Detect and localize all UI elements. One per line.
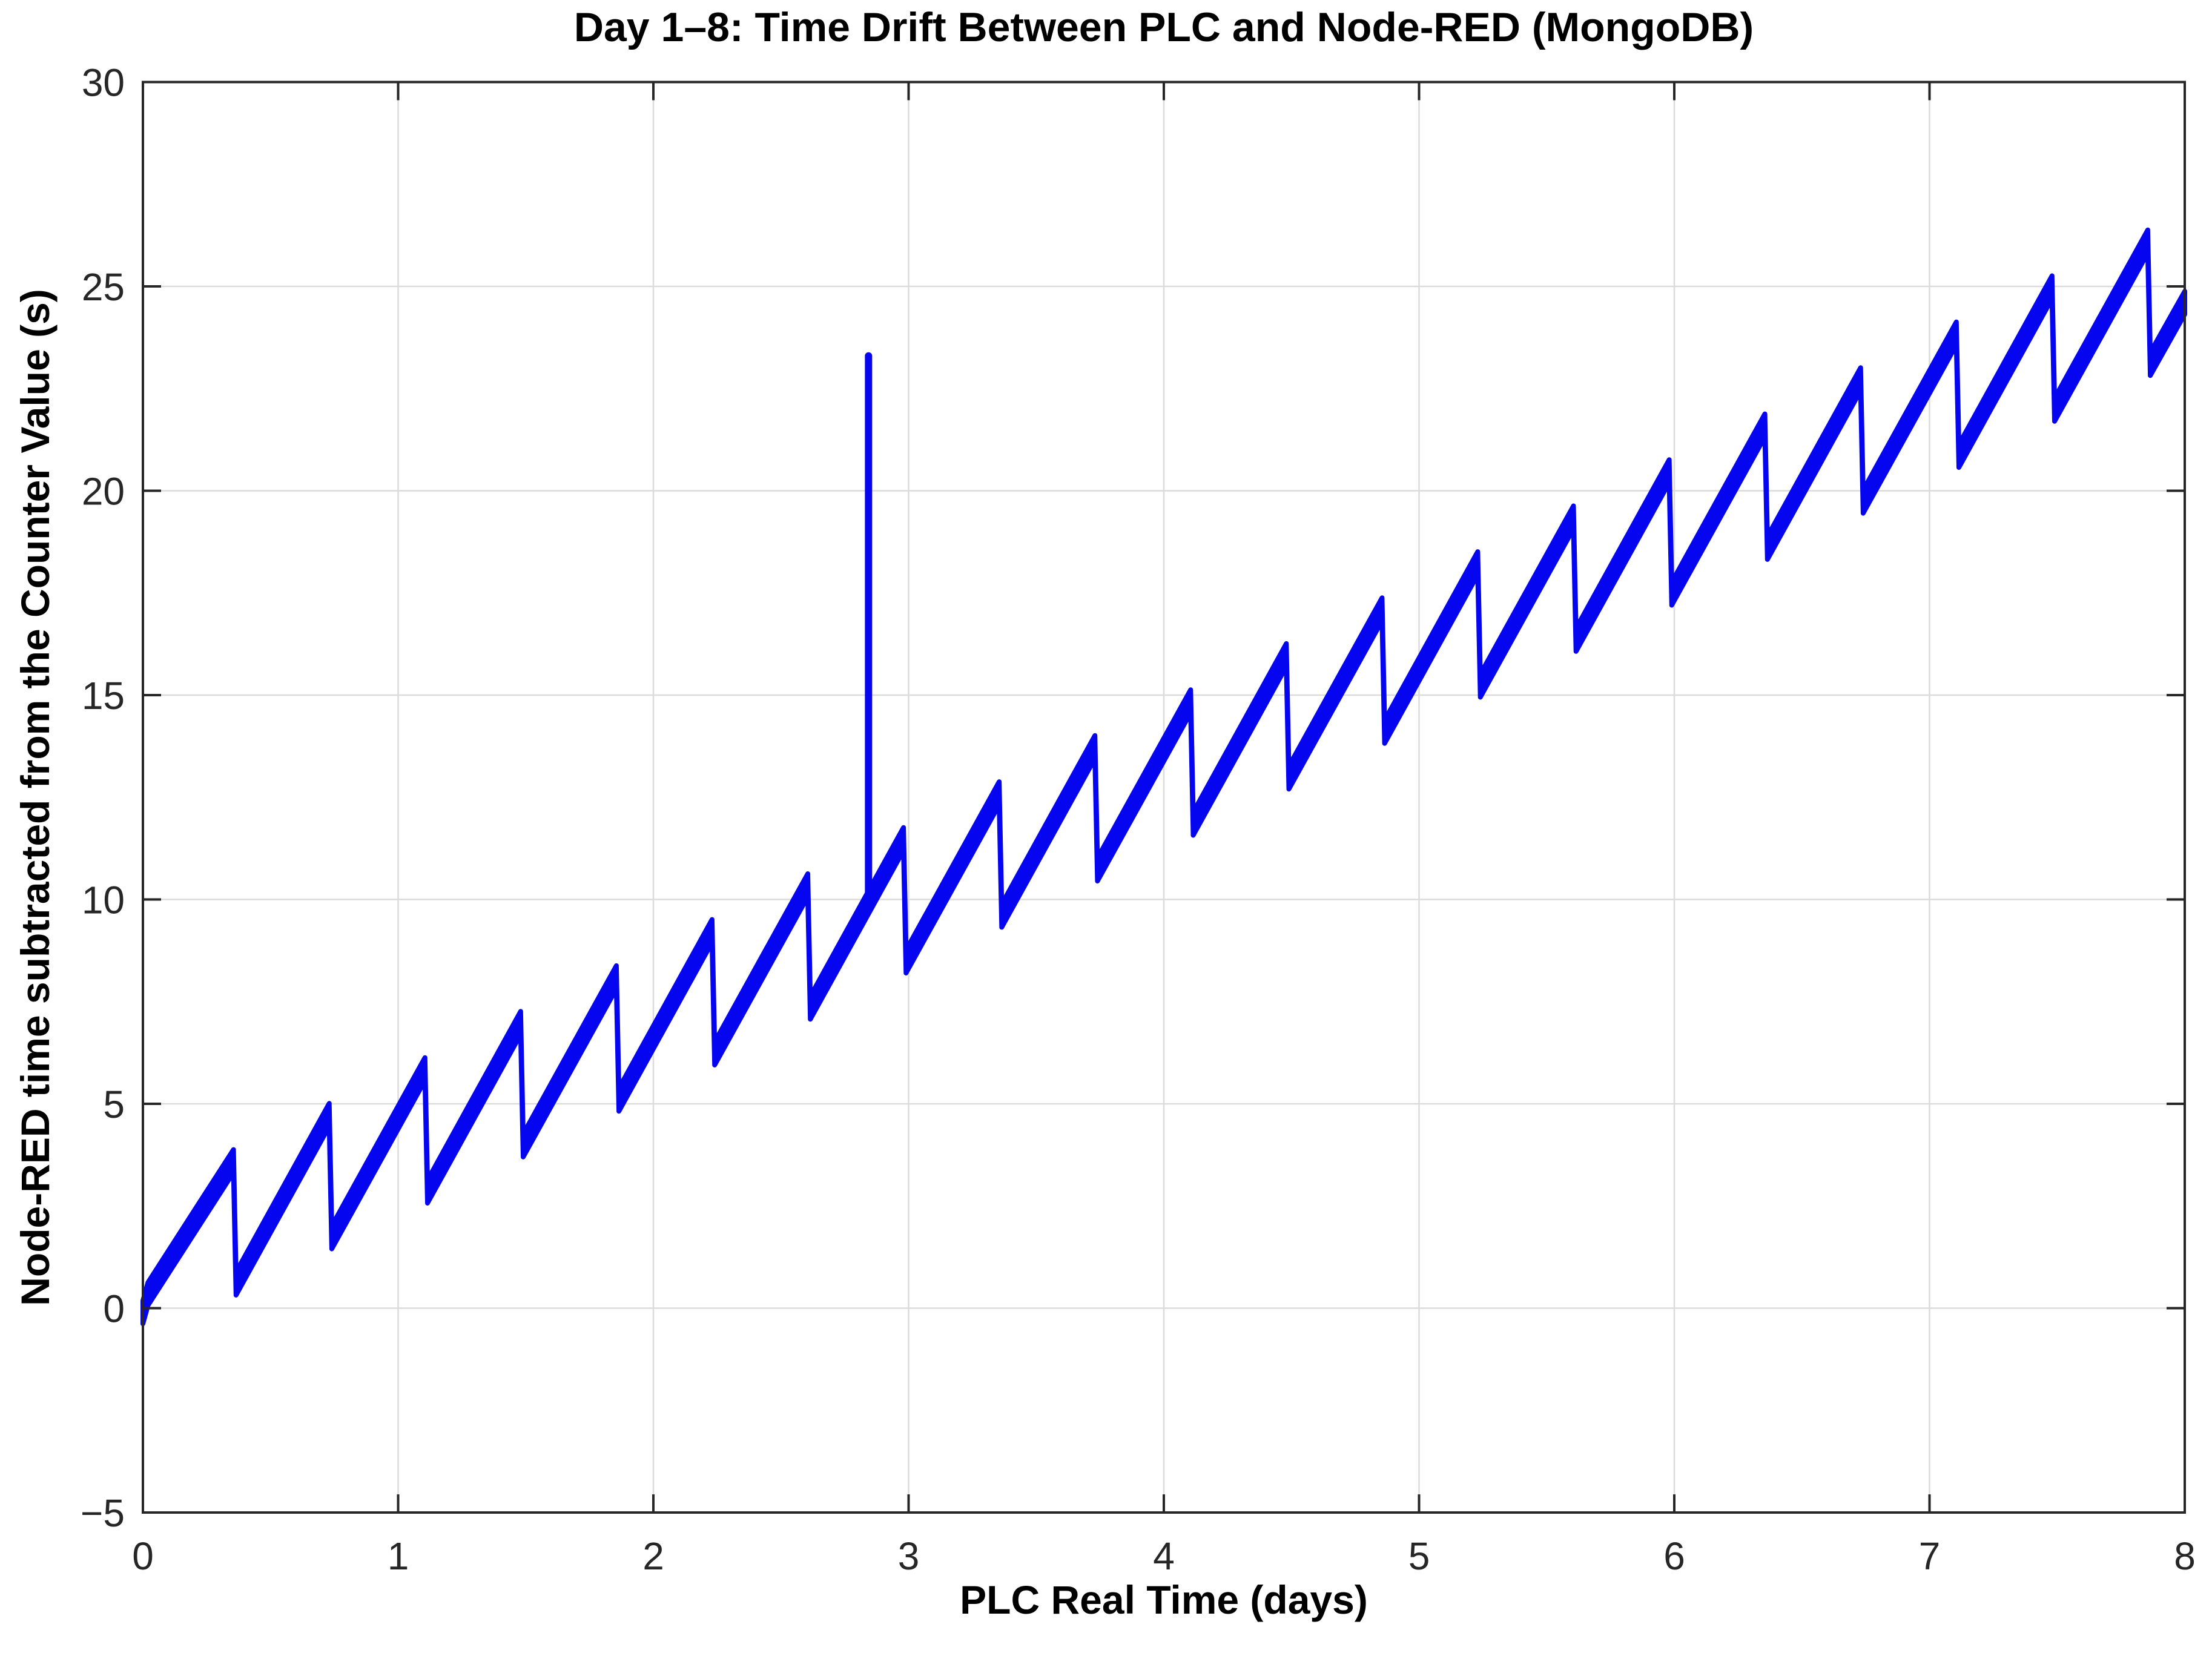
x-tick-label: 2 bbox=[642, 1534, 664, 1578]
grid-layer bbox=[142, 81, 2186, 1514]
y-tick-label: 15 bbox=[82, 674, 125, 718]
x-tick-label: 5 bbox=[1408, 1534, 1430, 1578]
x-tick-label: 4 bbox=[1153, 1534, 1175, 1578]
x-tick-label: 0 bbox=[132, 1534, 154, 1578]
axis-layer bbox=[142, 81, 2186, 1514]
y-tick-label: 0 bbox=[103, 1287, 125, 1331]
y-tick-label: 20 bbox=[82, 470, 125, 513]
x-tick-label: 8 bbox=[2174, 1534, 2196, 1578]
x-tick-label: 3 bbox=[898, 1534, 920, 1578]
y-tick-label: −5 bbox=[81, 1491, 125, 1535]
x-tick-label: 7 bbox=[1919, 1534, 1941, 1578]
x-tick-label: 6 bbox=[1663, 1534, 1685, 1578]
x-axis-label: PLC Real Time (days) bbox=[960, 1577, 1368, 1622]
y-tick-label: 10 bbox=[82, 879, 125, 922]
y-tick-label: 25 bbox=[82, 265, 125, 309]
y-tick-label: 30 bbox=[82, 61, 125, 105]
x-tick-label: 1 bbox=[388, 1534, 409, 1578]
chart-title: Day 1–8: Time Drift Between PLC and Node… bbox=[573, 4, 1754, 50]
y-axis-label: Node-RED time subtracted from the Counte… bbox=[13, 289, 58, 1306]
y-tick-label: 5 bbox=[103, 1083, 125, 1126]
